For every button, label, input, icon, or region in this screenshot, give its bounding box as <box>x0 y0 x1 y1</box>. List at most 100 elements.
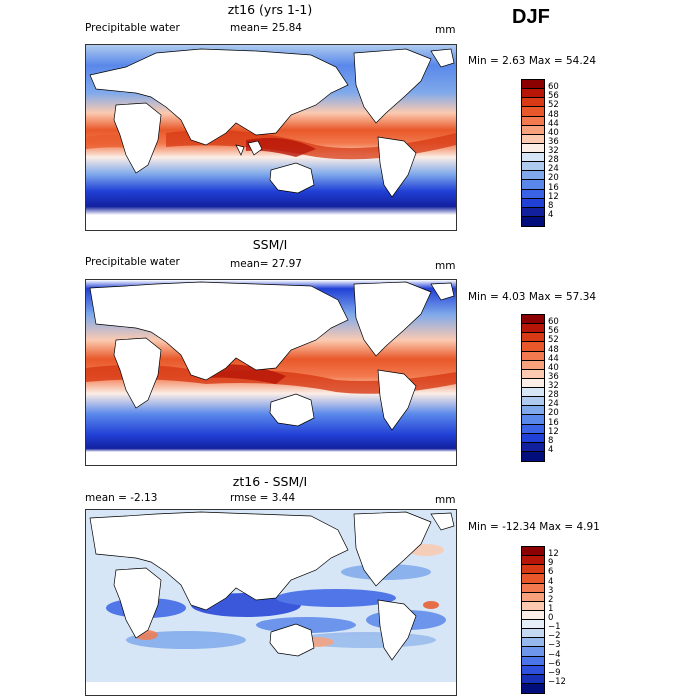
colorbar-tick-label: 6 <box>548 567 554 578</box>
colorbar-segment <box>522 415 544 425</box>
colorbar-tick-label: 52 <box>548 335 559 346</box>
colorbar-tick-label: 36 <box>548 371 559 382</box>
colorbar-tick-label: 1 <box>548 603 554 614</box>
colorbar-tick-label: −3 <box>548 640 561 651</box>
colorbar-segment <box>522 89 544 99</box>
colorbar-segment <box>522 433 544 443</box>
colorbar-tick-label: 8 <box>548 200 554 211</box>
colorbar-segment <box>522 629 544 639</box>
panel-3-rmse-label: rmse = 3.44 <box>230 492 296 504</box>
colorbar-tick-label: −12 <box>548 676 566 687</box>
colorbar-segment <box>522 574 544 584</box>
panel-3-units: mm <box>435 494 456 506</box>
colorbar-tick-label: 44 <box>548 353 559 364</box>
colorbar-segment <box>522 565 544 575</box>
panel-2-left-label: Precipitable water <box>85 256 180 268</box>
panel-3-mean-label: mean = -2.13 <box>85 492 158 504</box>
colorbar-segment <box>522 180 544 190</box>
colorbar-segment <box>522 601 544 611</box>
colorbar-tick-label: 56 <box>548 91 559 102</box>
colorbar-segment <box>522 333 544 343</box>
colorbar-segment <box>522 98 544 108</box>
colorbar-segment <box>522 369 544 379</box>
colorbar-segment <box>522 442 544 452</box>
colorbar-segment <box>522 324 544 334</box>
colorbar-tick-label: 4 <box>548 576 554 587</box>
colorbar-tick-label: 4 <box>548 444 554 455</box>
colorbar-segment <box>522 189 544 199</box>
colorbar-segment <box>522 683 544 693</box>
colorbar-segment <box>522 378 544 388</box>
colorbar-tick-label: 2 <box>548 594 554 605</box>
colorbar-tick-label: 20 <box>548 408 559 419</box>
colorbar-segment <box>522 107 544 117</box>
colorbar-tick-label: 16 <box>548 182 559 193</box>
panel-3-minmax: Min = -12.34 Max = 4.91 <box>468 521 600 533</box>
colorbar-tick-label: 24 <box>548 399 559 410</box>
colorbar-segment <box>522 207 544 217</box>
colorbar-tick-label: 24 <box>548 164 559 175</box>
colorbar-tick-label: 16 <box>548 417 559 428</box>
panel-1-left-label: Precipitable water <box>85 22 180 34</box>
panel-1-colorbar <box>521 79 545 227</box>
colorbar-tick-label: 40 <box>548 127 559 138</box>
colorbar-segment <box>522 360 544 370</box>
colorbar-segment <box>522 342 544 352</box>
colorbar-segment <box>522 556 544 566</box>
colorbar-segment <box>522 451 544 461</box>
colorbar-tick-label: 56 <box>548 326 559 337</box>
colorbar-segment <box>522 116 544 126</box>
colorbar-segment <box>522 620 544 630</box>
colorbar-segment <box>522 424 544 434</box>
colorbar-tick-label: 52 <box>548 100 559 111</box>
panel-1-minmax: Min = 2.63 Max = 54.24 <box>468 55 597 67</box>
colorbar-segment <box>522 198 544 208</box>
colorbar-segment <box>522 80 544 90</box>
colorbar-segment <box>522 388 544 398</box>
colorbar-tick-label: 44 <box>548 118 559 129</box>
colorbar-segment <box>522 547 544 557</box>
colorbar-segment <box>522 315 544 325</box>
colorbar-tick-label: 28 <box>548 390 559 401</box>
colorbar-segment <box>522 162 544 172</box>
panel-2-colorbar <box>521 314 545 462</box>
colorbar-tick-label: 48 <box>548 109 559 120</box>
panel-2-map <box>85 279 457 466</box>
colorbar-segment <box>522 656 544 666</box>
colorbar-segment <box>522 351 544 361</box>
panel-1-map <box>85 44 457 231</box>
panel-3-title: zt16 - SSM/I <box>232 474 308 489</box>
colorbar-segment <box>522 665 544 675</box>
colorbar-tick-label: 40 <box>548 362 559 373</box>
colorbar-tick-label: 0 <box>548 613 554 623</box>
colorbar-tick-label: 12 <box>548 549 559 560</box>
panel-2-mean-label: mean= 27.97 <box>230 258 302 270</box>
colorbar-tick-label: −1 <box>548 622 561 633</box>
colorbar-segment <box>522 171 544 181</box>
colorbar-tick-label: −4 <box>548 649 561 660</box>
colorbar-tick-label: −2 <box>548 631 561 642</box>
panel-2-units: mm <box>435 260 456 272</box>
colorbar-tick-label: 8 <box>548 435 554 446</box>
panel-1-title: zt16 (yrs 1-1) <box>227 2 313 17</box>
colorbar-segment <box>522 216 544 226</box>
panel-3-map <box>85 509 457 696</box>
colorbar-tick-label: −6 <box>548 658 561 669</box>
panel-1-mean-label: mean= 25.84 <box>230 22 302 34</box>
colorbar-segment <box>522 647 544 657</box>
colorbar-tick-label: 28 <box>548 155 559 166</box>
panel-2-minmax: Min = 4.03 Max = 57.34 <box>468 291 597 303</box>
colorbar-tick-label: 32 <box>548 146 559 156</box>
colorbar-segment <box>522 674 544 684</box>
colorbar-tick-label: 12 <box>548 426 559 437</box>
colorbar-segment <box>522 153 544 163</box>
colorbar-segment <box>522 397 544 407</box>
panel-1-units: mm <box>435 24 456 36</box>
colorbar-segment <box>522 610 544 620</box>
colorbar-tick-label: 60 <box>548 317 559 328</box>
colorbar-tick-label: 12 <box>548 191 559 202</box>
colorbar-tick-label: 9 <box>548 558 554 569</box>
season-label: DJF <box>512 6 550 28</box>
colorbar-tick-label: 4 <box>548 209 554 220</box>
colorbar-segment <box>522 592 544 602</box>
